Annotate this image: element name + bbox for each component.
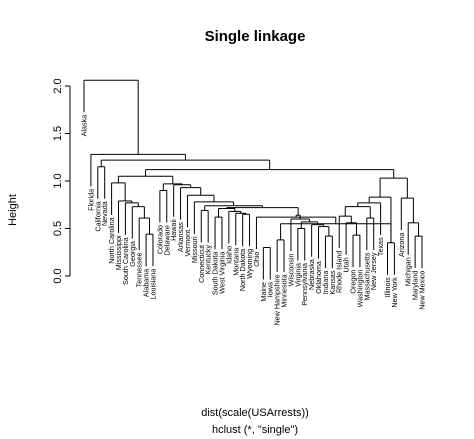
leaf-label: Alabama <box>142 269 151 297</box>
leaf-label: Montana <box>231 248 240 276</box>
y-tick-label: 1.5 <box>52 126 64 141</box>
leaf-label: Nevada <box>100 201 109 226</box>
leaf-label: Colorado <box>155 225 164 254</box>
leaf-label: Florida <box>86 189 95 211</box>
leaf-label: Illinois <box>383 277 392 297</box>
leaf-label: South Carolina <box>121 237 130 285</box>
leaf-label: Kansas <box>328 270 337 294</box>
leaf-label: Virginia <box>293 263 302 287</box>
leaf-label: Texas <box>376 237 385 256</box>
leaf-label: Indiana <box>321 271 330 295</box>
dendrogram-branches <box>83 79 423 280</box>
leaf-label: New Hampshire <box>273 274 282 325</box>
leaf-label: Iowa <box>266 282 275 297</box>
leaf-label: New Jersey <box>369 252 378 290</box>
leaf-label: Nebraska <box>307 259 316 290</box>
sub-label: hclust (*, "single") <box>212 424 298 436</box>
leaf-label: West Virginia <box>217 252 226 294</box>
leaf-label: Pennsylvania <box>300 263 309 306</box>
leaf-label: Maryland <box>411 271 420 301</box>
leaf-label: Utah <box>342 257 351 272</box>
y-tick-label: 0.0 <box>52 268 64 283</box>
leaf-label: Washington <box>355 270 364 308</box>
leaf-label: Kentucky <box>204 245 213 275</box>
leaf-label: North Dakota <box>238 249 247 291</box>
leaf-label: Ohio <box>252 252 261 267</box>
leaf-label: New Mexico <box>418 271 427 310</box>
leaf-label: Arkansas <box>176 222 185 252</box>
leaf-label: Arizona <box>397 233 406 257</box>
leaf-label: Massachusetts <box>362 252 371 300</box>
leaf-label: Wyoming <box>245 249 254 279</box>
chart-title: Single linkage <box>205 28 306 45</box>
leaf-label: Minnesota <box>280 274 289 307</box>
leaf-label: Rhode Island <box>335 251 344 293</box>
leaf-label: Tennessee <box>135 253 144 288</box>
leaf-label: Idaho <box>224 246 233 264</box>
leaf-label: Louisiana <box>148 269 157 300</box>
leaf-label: Alaska <box>80 115 89 137</box>
y-tick-label: 2.0 <box>52 78 64 93</box>
y-tick-label: 1.0 <box>52 173 64 188</box>
leaf-label: North Carolina <box>107 217 116 263</box>
x-axis-label: dist(scale(USArrests)) <box>201 407 309 419</box>
leaf-label: Georgia <box>128 241 137 267</box>
leaf-label: Oklahoma <box>314 261 323 294</box>
leaf-label: Delaware <box>162 225 171 255</box>
leaf-label: New York <box>390 277 399 308</box>
leaf-label: Oregon <box>349 270 358 294</box>
leaf-label: Hawaii <box>169 219 178 241</box>
y-tick-label: 0.5 <box>52 221 64 236</box>
leaf-label: Connecticut <box>197 245 206 283</box>
leaf-label: Maine <box>259 282 268 302</box>
leaf-label: Mississippi <box>114 235 123 270</box>
y-axis: 0.0 0.5 1.0 1.5 2.0 <box>52 78 71 284</box>
leaf-label: California <box>93 201 102 231</box>
leaf-label: Wisconsin <box>286 254 295 287</box>
leaf-label: Vermont <box>183 230 192 257</box>
y-axis-label: Height <box>7 194 19 226</box>
leaf-label: South Dakota <box>211 252 220 296</box>
leaf-label: Michigan <box>404 257 413 286</box>
leaf-label: Missouri <box>190 236 199 263</box>
